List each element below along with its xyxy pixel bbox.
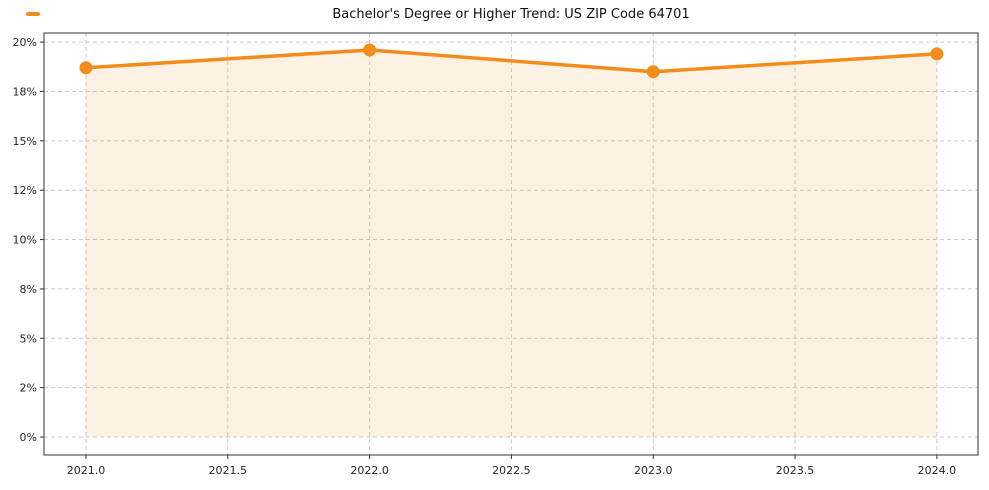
x-tick-label: 2024.0 (918, 464, 957, 477)
y-tick-label: 15% (13, 135, 37, 148)
area-fill (85, 49, 937, 438)
legend-line-marker (26, 12, 40, 16)
data-point-marker-2021 (79, 61, 93, 75)
chart-title: Bachelor's Degree or Higher Trend: US ZI… (332, 7, 690, 22)
x-tick-label: 2021.5 (209, 464, 248, 477)
y-tick-label: 2% (20, 382, 37, 395)
x-tick-label: 2021.0 (67, 464, 106, 477)
data-point-marker-2024 (930, 47, 944, 61)
y-tick-label: 0% (20, 431, 37, 444)
x-tick-label: 2023.5 (776, 464, 815, 477)
data-point-marker-2023 (646, 65, 660, 79)
data-point-marker-2022 (363, 43, 377, 57)
x-tick-label: 2023.0 (634, 464, 673, 477)
x-tick-label: 2022.5 (492, 464, 531, 477)
y-tick-label: 20% (13, 36, 37, 49)
y-tick-label: 18% (13, 85, 37, 98)
y-tick-label: 5% (20, 332, 37, 345)
y-tick-label: 12% (13, 184, 37, 197)
trend-line (84, 48, 939, 74)
y-tick-label: 8% (20, 283, 37, 296)
x-tick-label: 2022.0 (350, 464, 389, 477)
y-tick-label: 10% (13, 234, 37, 247)
